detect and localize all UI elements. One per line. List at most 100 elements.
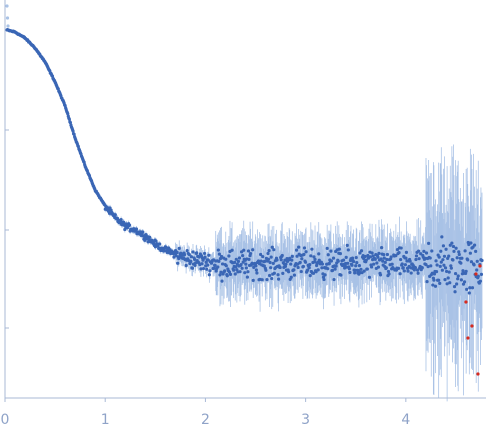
data-point	[320, 262, 325, 266]
outlier-point	[470, 324, 474, 328]
data-point	[208, 269, 212, 273]
data-point	[191, 250, 195, 254]
data-point	[236, 259, 241, 263]
data-point	[207, 273, 211, 277]
data-point	[373, 257, 377, 261]
data-point	[201, 266, 206, 271]
data-point	[294, 248, 299, 252]
data-point	[187, 252, 191, 257]
data-point	[350, 263, 354, 267]
data-point	[242, 248, 246, 252]
data-point	[67, 117, 71, 121]
data-point	[263, 259, 267, 263]
data-point	[207, 253, 211, 257]
data-point	[474, 249, 478, 254]
data-point	[364, 258, 368, 262]
data-point	[427, 241, 431, 245]
data-point	[317, 252, 321, 256]
data-point	[309, 254, 313, 258]
data-point	[203, 255, 207, 259]
y-ticks	[5, 129, 9, 329]
data-point	[278, 265, 282, 270]
data-point	[416, 249, 421, 253]
data-point	[255, 271, 259, 275]
data-point	[267, 249, 271, 253]
data-point	[398, 272, 402, 276]
data-point	[295, 254, 299, 258]
data-point	[266, 251, 270, 256]
data-point	[442, 254, 447, 258]
data-point	[264, 268, 268, 272]
data-point	[290, 254, 294, 258]
data-point	[461, 269, 465, 273]
data-point	[261, 255, 265, 259]
data-point	[404, 250, 409, 255]
data-point	[437, 278, 441, 282]
data-point	[414, 254, 419, 258]
data-point	[368, 255, 373, 259]
data-point	[453, 271, 458, 276]
data-point	[396, 266, 401, 270]
data-point	[459, 278, 463, 282]
data-point	[389, 255, 393, 259]
x-tick-label: 1	[101, 412, 110, 428]
data-point	[308, 263, 312, 267]
data-point	[438, 281, 442, 286]
data-point	[325, 246, 329, 250]
data-point	[422, 249, 426, 253]
data-point	[370, 251, 374, 255]
data-point	[224, 264, 228, 268]
data-point	[306, 268, 310, 272]
data-point	[297, 245, 301, 249]
data-point	[232, 268, 236, 272]
data-point	[200, 262, 204, 266]
data-point	[447, 254, 451, 258]
data-point	[406, 269, 410, 273]
data-point	[281, 271, 285, 275]
data-point	[432, 278, 436, 282]
data-point	[266, 257, 271, 261]
data-point	[213, 263, 217, 268]
data-point	[312, 255, 316, 259]
data-point	[206, 263, 210, 267]
data-point	[424, 251, 429, 255]
data-point	[239, 262, 243, 267]
data-point	[276, 277, 281, 281]
data-point	[408, 259, 412, 263]
data-point	[381, 259, 385, 263]
data-point	[450, 241, 454, 245]
data-point	[270, 245, 274, 249]
data-point	[241, 260, 245, 264]
data-point	[399, 257, 403, 262]
data-point	[251, 278, 255, 283]
data-point	[246, 249, 251, 253]
data-point	[189, 259, 193, 263]
data-point	[346, 248, 350, 252]
data-point	[345, 243, 349, 247]
data-point	[265, 278, 269, 282]
data-point	[354, 255, 358, 260]
data-point	[367, 275, 372, 279]
data-points	[5, 4, 484, 376]
data-point	[394, 254, 398, 258]
data-point	[212, 266, 216, 270]
data-point	[205, 267, 209, 271]
data-point	[452, 285, 457, 289]
data-point	[287, 270, 291, 274]
data-point	[272, 271, 276, 275]
data-point	[444, 269, 449, 274]
data-point	[371, 254, 375, 258]
data-point	[71, 129, 75, 133]
data-point	[303, 260, 308, 264]
data-point	[233, 260, 237, 264]
data-point	[356, 269, 360, 273]
data-point	[259, 252, 263, 257]
data-point	[433, 284, 438, 288]
data-point	[472, 263, 476, 267]
data-point	[313, 257, 317, 261]
data-point	[223, 269, 227, 273]
data-point	[454, 246, 458, 250]
data-point	[260, 278, 264, 282]
data-point	[72, 132, 76, 136]
data-point	[123, 227, 127, 232]
